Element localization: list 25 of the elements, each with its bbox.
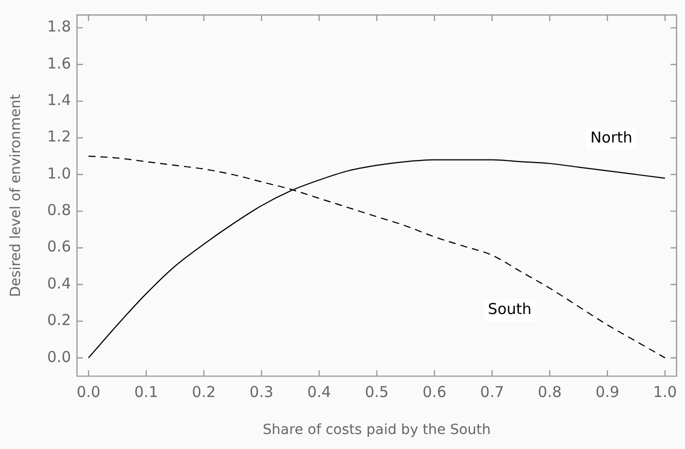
y-tick-label: 1.0 bbox=[47, 164, 71, 182]
x-tick-label: 0.3 bbox=[250, 383, 274, 402]
x-tick-label: 0.9 bbox=[595, 383, 620, 402]
y-tick-label: 1.2 bbox=[47, 128, 71, 146]
x-tick-label: 1.0 bbox=[653, 383, 677, 402]
x-tick-label: 0.2 bbox=[192, 383, 216, 402]
x-tick-label: 0.6 bbox=[422, 383, 446, 402]
y-tick-label: 0.2 bbox=[47, 311, 71, 330]
y-axis-title: Desired level of environment bbox=[8, 94, 24, 298]
x-tick-label: 0.5 bbox=[364, 383, 389, 402]
y-tick-label: 1.4 bbox=[47, 91, 71, 110]
x-tick-label: 0.7 bbox=[480, 383, 504, 402]
x-axis-title: Share of costs paid by the South bbox=[262, 422, 491, 438]
x-tick-label: 0.0 bbox=[76, 383, 100, 402]
y-tick-label: 1.8 bbox=[47, 18, 71, 36]
x-tick-label: 0.4 bbox=[307, 383, 332, 402]
y-tick-label: 1.6 bbox=[47, 54, 71, 72]
series-label: North bbox=[590, 128, 632, 147]
x-tick-label: 0.8 bbox=[538, 383, 562, 402]
y-tick-label: 0.8 bbox=[47, 201, 71, 220]
y-tick-label: 0.4 bbox=[47, 274, 71, 292]
y-tick-label: 0.6 bbox=[47, 238, 71, 256]
series-label: South bbox=[488, 300, 532, 318]
x-tick-label: 0.1 bbox=[134, 383, 158, 402]
y-tick-label: 0.0 bbox=[47, 348, 71, 366]
